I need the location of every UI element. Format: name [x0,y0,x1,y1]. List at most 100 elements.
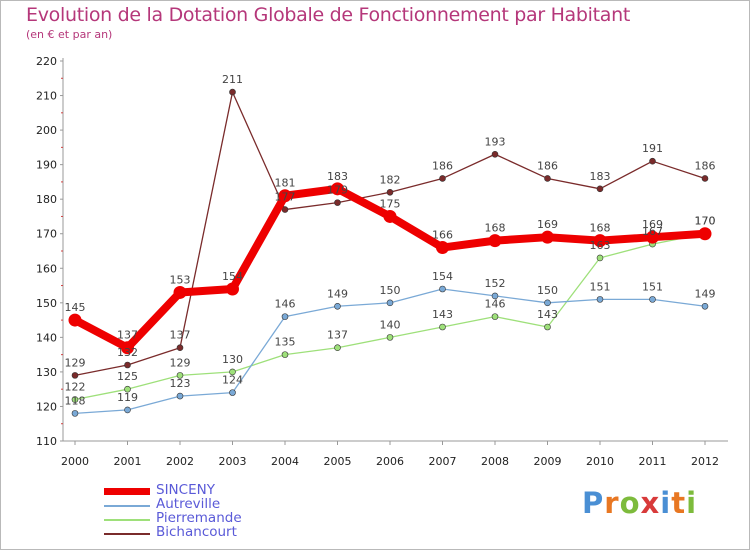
data-point-sinceny[interactable] [226,282,239,296]
data-point-autreville[interactable] [596,296,604,303]
data-point-autreville[interactable] [544,299,551,307]
data-label-autreville: 150 [537,284,558,297]
data-point-bichancourt[interactable] [71,372,79,379]
data-point-autreville[interactable] [124,406,131,414]
data-label-pierremande: 137 [327,329,348,342]
data-point-pierremande[interactable] [439,323,446,331]
data-point-sinceny[interactable] [698,227,712,241]
data-point-bichancourt[interactable] [334,199,341,206]
legend-swatch-pierremande [104,519,150,521]
legend-label-sinceny: SINCENY [156,482,215,498]
x-tick-label: 2008 [481,455,509,468]
data-label-bichancourt: 177 [275,191,296,204]
data-point-sinceny[interactable] [278,189,292,203]
y-tick-label: 200 [36,124,57,137]
data-point-bichancourt[interactable] [229,88,236,96]
data-label-bichancourt: 183 [590,170,611,183]
data-point-pierremande[interactable] [176,372,184,379]
data-point-pierremande[interactable] [491,313,499,320]
data-label-pierremande: 129 [170,356,191,369]
data-label-bichancourt: 191 [642,142,663,155]
data-point-autreville[interactable] [229,389,236,396]
y-tick-label: 130 [36,366,57,379]
data-point-bichancourt[interactable] [176,344,184,352]
legend-label-autreville: Autreville [156,496,221,512]
data-label-autreville: 123 [170,377,191,390]
data-point-pierremande[interactable] [386,334,394,341]
data-point-pierremande[interactable] [334,344,341,352]
data-point-sinceny[interactable] [593,234,607,248]
data-point-bichancourt[interactable] [596,185,604,193]
data-point-autreville[interactable] [334,302,341,310]
y-tick-label: 190 [36,159,57,172]
data-label-sinceny: 169 [537,218,558,231]
data-point-bichancourt[interactable] [439,175,446,182]
data-label-pierremande: 140 [380,318,401,331]
data-point-bichancourt[interactable] [701,175,709,182]
data-point-autreville[interactable] [439,285,446,293]
x-tick-label: 2000 [61,455,89,468]
y-tick-label: 150 [36,297,57,310]
data-label-sinceny: 153 [170,273,191,286]
data-point-bichancourt[interactable] [124,361,131,369]
logo-letter: P [582,486,605,520]
data-point-autreville[interactable] [649,296,656,303]
y-tick-label: 110 [36,435,57,448]
data-point-sinceny[interactable] [121,341,134,355]
data-label-pierremande: 130 [222,353,243,366]
x-tick-label: 2006 [376,455,404,468]
data-label-pierremande: 146 [485,298,506,311]
data-point-bichancourt[interactable] [649,157,656,165]
data-label-sinceny: 168 [590,222,611,235]
logo-letter: i [686,486,698,520]
data-point-sinceny[interactable] [383,209,397,223]
data-point-autreville[interactable] [71,410,79,417]
data-point-bichancourt[interactable] [544,175,551,182]
data-label-bichancourt: 129 [65,356,86,369]
data-point-sinceny[interactable] [331,182,344,196]
data-point-autreville[interactable] [701,302,709,310]
data-label-sinceny: 137 [117,329,138,342]
logo-letter: o [619,486,641,520]
x-tick-label: 2004 [271,455,299,468]
data-label-pierremande: 163 [590,239,611,252]
data-point-autreville[interactable] [176,392,184,400]
data-label-autreville: 118 [65,394,86,407]
data-point-pierremande[interactable] [124,385,131,393]
data-label-pierremande: 170 [695,215,716,228]
x-tick-label: 2010 [586,455,614,468]
series-line-pierremande [74,233,706,401]
chart-title: Evolution de la Dotation Globale de Fonc… [26,4,631,26]
y-tick-label: 180 [36,193,57,206]
data-point-pierremande[interactable] [544,323,551,331]
data-point-bichancourt[interactable] [281,206,289,213]
data-point-sinceny[interactable] [173,285,187,299]
data-label-bichancourt: 179 [327,184,348,197]
data-label-autreville: 149 [695,287,716,300]
data-point-autreville[interactable] [281,313,289,320]
data-point-pierremande[interactable] [596,254,604,262]
chart-subtitle: (en € et par an) [26,28,113,41]
logo-letter: i [660,486,672,520]
data-label-pierremande: 143 [537,308,558,321]
data-label-bichancourt: 186 [432,159,453,172]
proxiti-logo: Proxiti [582,486,697,520]
data-point-pierremande[interactable] [71,396,79,403]
data-point-sinceny[interactable] [646,230,659,244]
y-tick-label: 210 [36,90,57,103]
data-point-sinceny[interactable] [541,230,554,244]
legend-swatch-sinceny [104,488,150,495]
data-label-sinceny: 166 [432,229,453,242]
data-point-sinceny[interactable] [488,234,502,248]
data-point-pierremande[interactable] [281,351,289,358]
data-point-autreville[interactable] [491,292,499,300]
data-point-bichancourt[interactable] [491,150,499,158]
data-point-autreville[interactable] [386,299,394,307]
data-point-pierremande[interactable] [229,368,236,376]
data-point-sinceny[interactable] [436,241,449,255]
data-label-bichancourt: 186 [695,159,716,172]
data-point-sinceny[interactable] [68,313,82,327]
data-point-bichancourt[interactable] [386,188,394,196]
data-label-autreville: 151 [590,280,611,293]
